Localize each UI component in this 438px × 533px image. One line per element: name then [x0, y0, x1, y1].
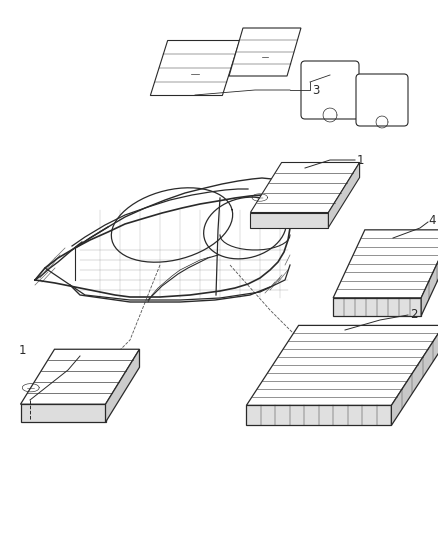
Text: 3: 3 — [312, 84, 319, 96]
Polygon shape — [229, 28, 301, 76]
Polygon shape — [21, 349, 139, 404]
Polygon shape — [106, 349, 139, 422]
Polygon shape — [421, 230, 438, 316]
Polygon shape — [150, 41, 240, 95]
Text: 1: 1 — [18, 343, 26, 357]
Text: 2: 2 — [410, 309, 417, 321]
Text: 1: 1 — [357, 154, 364, 166]
Polygon shape — [333, 298, 421, 316]
FancyBboxPatch shape — [301, 61, 359, 119]
Polygon shape — [333, 230, 438, 298]
Text: 4: 4 — [428, 214, 435, 227]
Polygon shape — [21, 404, 106, 422]
Polygon shape — [251, 163, 360, 213]
FancyBboxPatch shape — [356, 74, 408, 126]
Polygon shape — [247, 406, 392, 425]
Polygon shape — [247, 326, 438, 406]
Polygon shape — [328, 163, 360, 228]
Polygon shape — [251, 213, 328, 228]
Polygon shape — [392, 326, 438, 425]
